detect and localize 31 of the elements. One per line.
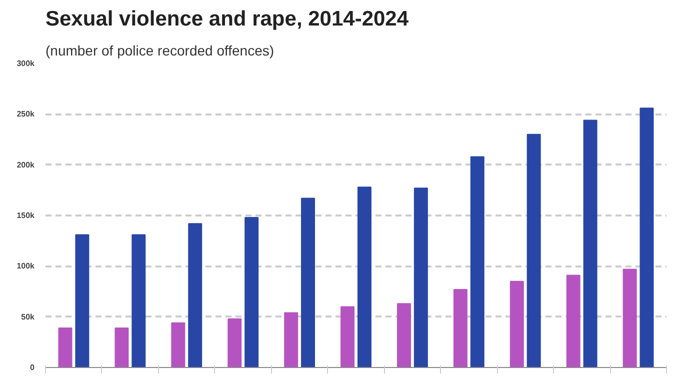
y-tick-label: 200k <box>16 160 36 170</box>
bar <box>526 134 541 368</box>
chart-subtitle: (number of police recorded offences) <box>46 42 274 58</box>
bar <box>640 108 654 368</box>
bar <box>75 234 90 368</box>
y-tick-label: 50k <box>21 312 36 322</box>
bar <box>622 268 637 368</box>
bar <box>228 318 242 368</box>
bar <box>114 327 129 368</box>
bar <box>396 303 411 368</box>
bar <box>583 120 598 368</box>
bar <box>132 234 146 368</box>
y-tick-label: 0 <box>30 363 36 372</box>
bar <box>510 280 524 368</box>
chart-title: Sexual violence and rape, 2014-2024 <box>46 8 409 30</box>
y-tick-label: 100k <box>16 262 36 271</box>
bar <box>171 322 186 368</box>
bar <box>188 223 202 368</box>
bar <box>58 327 72 368</box>
bar <box>453 288 468 368</box>
bar <box>414 188 428 368</box>
bar <box>284 312 298 368</box>
y-tick-label: 300k <box>16 59 36 68</box>
y-tick-label: 250k <box>16 110 36 119</box>
bar <box>357 186 372 368</box>
bar <box>470 156 484 368</box>
bar <box>566 274 580 368</box>
bar <box>301 198 316 368</box>
y-tick-label: 150k <box>16 211 36 220</box>
bar <box>340 306 355 368</box>
bar <box>244 217 259 368</box>
